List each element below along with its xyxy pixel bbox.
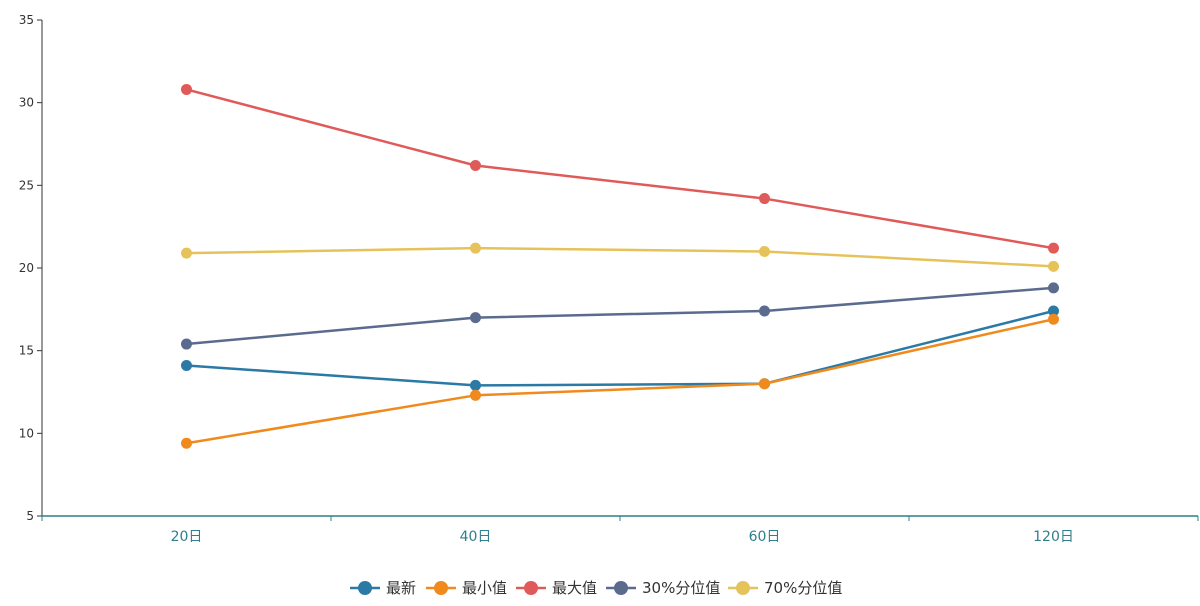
- data-point[interactable]: [759, 305, 770, 317]
- x-tick-label: 20日: [171, 529, 203, 545]
- x-tick-label: 120日: [1033, 529, 1074, 545]
- x-axis: 20日 40日 60日 120日: [41, 515, 1199, 545]
- legend-marker: [358, 581, 372, 595]
- series-line: [186, 88, 1054, 250]
- x-tick-label: 40日: [460, 529, 492, 545]
- legend-marker: [736, 581, 750, 595]
- data-point[interactable]: [470, 389, 481, 401]
- series-2: [181, 83, 1059, 254]
- legend-marker: [614, 581, 628, 595]
- series-line: [186, 246, 1054, 268]
- series-1: [181, 313, 1059, 449]
- legend-label: 最大值: [552, 579, 597, 597]
- y-tick-label: 10: [19, 426, 34, 440]
- data-point[interactable]: [759, 378, 770, 390]
- series-4: [181, 242, 1059, 272]
- data-point[interactable]: [181, 83, 192, 95]
- data-point[interactable]: [759, 193, 770, 205]
- data-point[interactable]: [470, 242, 481, 254]
- y-tick-label: 20: [19, 261, 34, 275]
- data-point[interactable]: [470, 379, 481, 391]
- y-tick-label: 30: [19, 96, 34, 110]
- data-point[interactable]: [181, 247, 192, 259]
- data-point[interactable]: [759, 245, 770, 257]
- legend-item[interactable]: 最新: [350, 579, 416, 597]
- series-line: [186, 318, 1054, 445]
- legend-item[interactable]: 70%分位值: [728, 579, 842, 597]
- data-point[interactable]: [1048, 305, 1059, 317]
- legend-label: 30%分位值: [642, 579, 720, 597]
- legend-item[interactable]: 最大值: [516, 579, 597, 597]
- series-layer: [181, 83, 1059, 449]
- data-point[interactable]: [181, 338, 192, 350]
- data-point[interactable]: [470, 312, 481, 324]
- x-tick-label: 60日: [749, 529, 781, 545]
- legend-marker: [434, 581, 448, 595]
- y-axis: 5 10 15 20 25 30 35: [19, 13, 43, 523]
- legend-label: 最小值: [462, 579, 507, 597]
- data-point[interactable]: [1048, 260, 1059, 272]
- y-tick-label: 5: [26, 509, 34, 523]
- series-3: [181, 282, 1059, 350]
- data-point[interactable]: [1048, 282, 1059, 294]
- legend-label: 最新: [386, 579, 416, 597]
- series-line: [186, 309, 1054, 387]
- y-tick-label: 25: [19, 178, 34, 192]
- data-point[interactable]: [470, 159, 481, 171]
- data-point[interactable]: [1048, 313, 1059, 325]
- legend-item[interactable]: 30%分位值: [606, 579, 720, 597]
- legend: 最新 最小值 最大值 30%分位值 70%分位值: [350, 579, 842, 597]
- data-point[interactable]: [181, 360, 192, 372]
- legend-marker: [524, 581, 538, 595]
- y-tick-label: 35: [19, 13, 34, 27]
- data-point[interactable]: [181, 437, 192, 449]
- legend-item[interactable]: 最小值: [426, 579, 507, 597]
- y-tick-label: 15: [19, 344, 34, 358]
- series-0: [181, 305, 1059, 391]
- series-line: [186, 286, 1054, 346]
- legend-label: 70%分位值: [764, 579, 842, 597]
- data-point[interactable]: [1048, 242, 1059, 254]
